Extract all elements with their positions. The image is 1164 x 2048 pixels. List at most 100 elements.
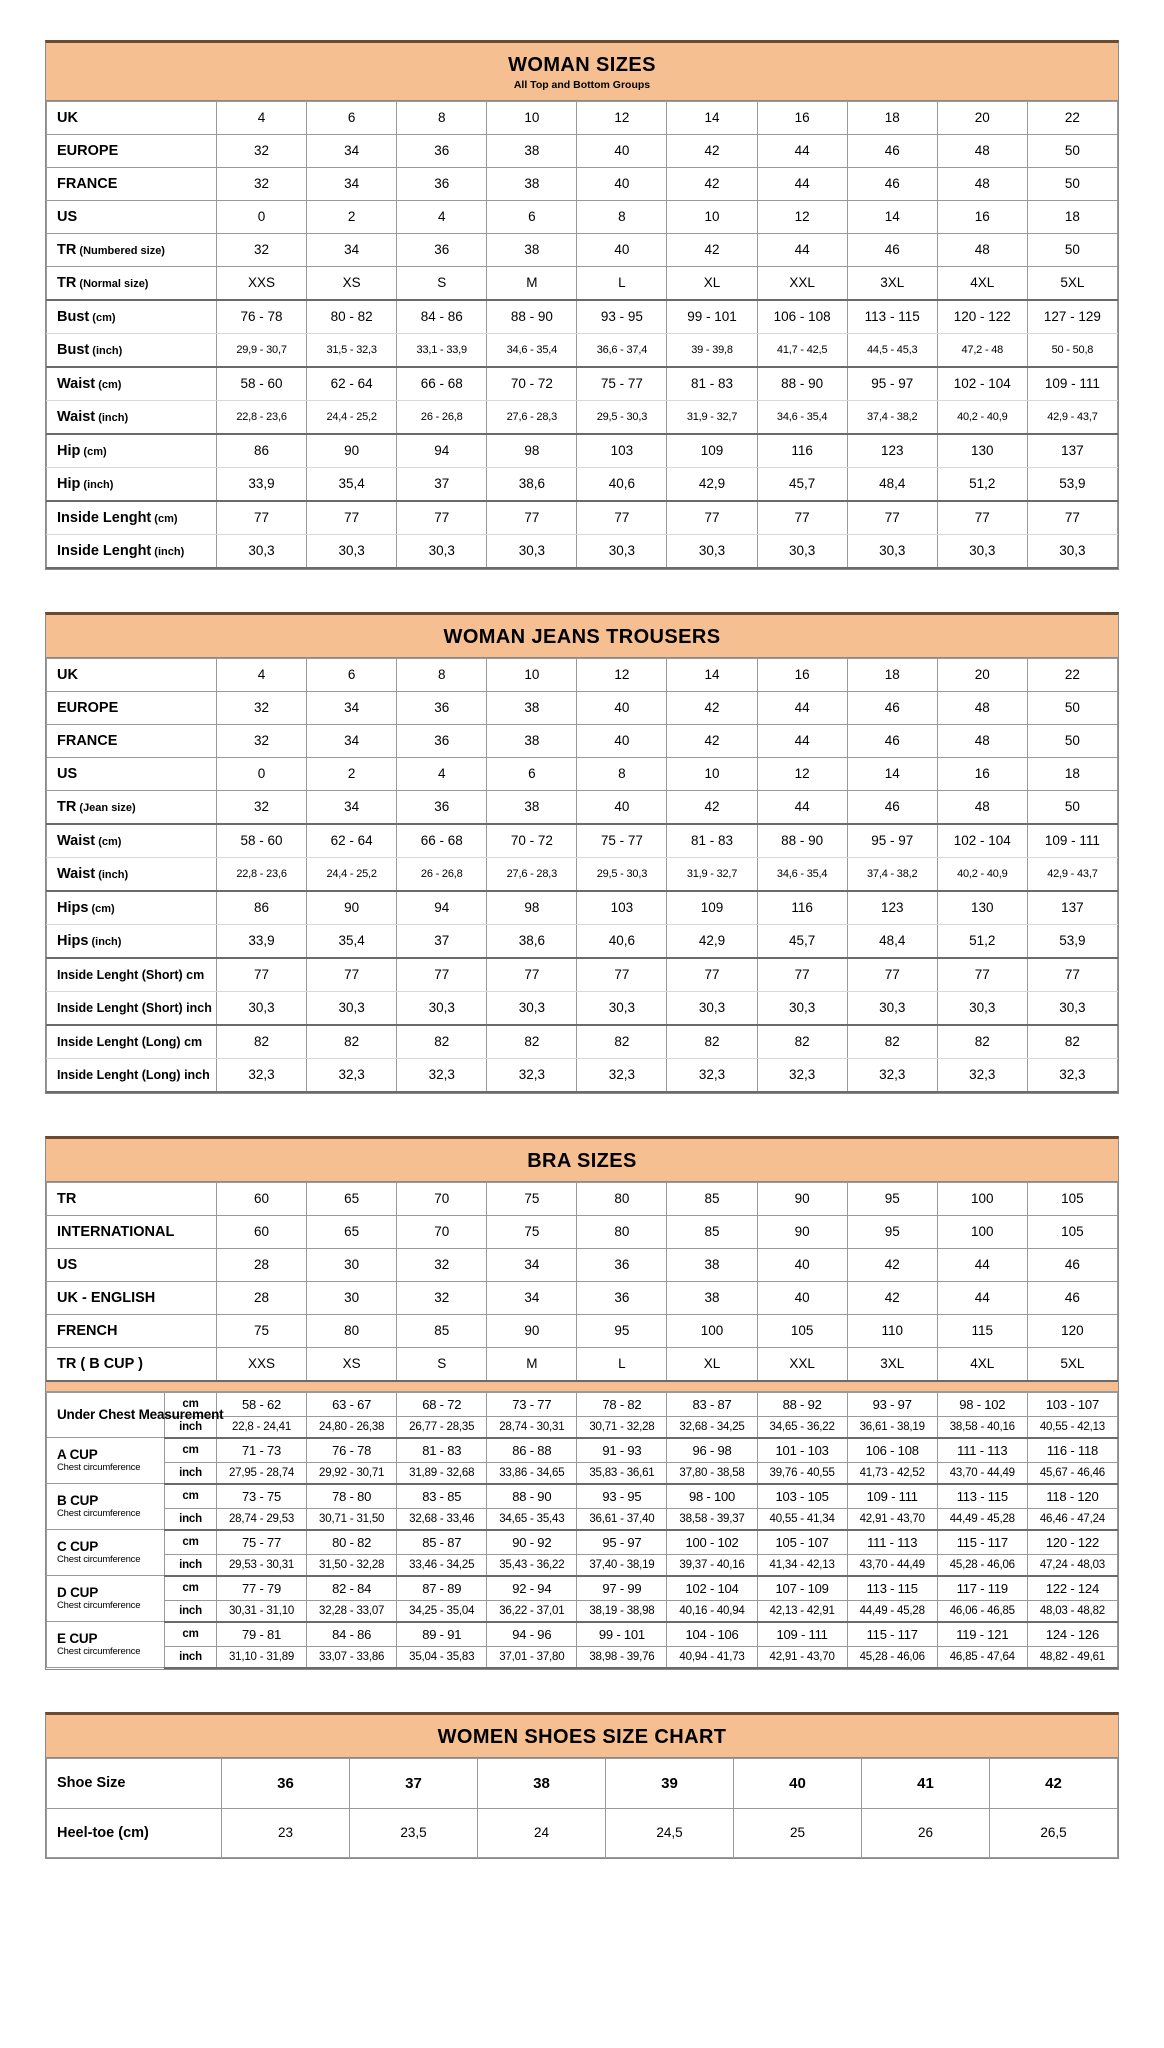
table-cell: 46 bbox=[1026, 1247, 1119, 1282]
table-cell: 77 bbox=[215, 957, 308, 992]
table-cell: 12 bbox=[756, 756, 848, 791]
table-cell: L bbox=[576, 265, 668, 301]
table-cell: 22 bbox=[1026, 100, 1119, 135]
table-cell: 90 bbox=[306, 890, 398, 925]
table-cell: XXL bbox=[756, 1346, 848, 1382]
table-cell: 8 bbox=[396, 657, 488, 692]
table-cell: 118 - 120 bbox=[1026, 1483, 1119, 1509]
table-cell: 30,3 bbox=[666, 990, 758, 1026]
table-cell: 68 - 72 bbox=[396, 1391, 488, 1417]
table-cell: 48 bbox=[936, 166, 1028, 201]
table-cell: 44,49 - 45,28 bbox=[936, 1507, 1028, 1531]
table-cell: 25 bbox=[733, 1807, 862, 1858]
table-cell: 90 - 92 bbox=[486, 1529, 578, 1555]
table-cell: 30,3 bbox=[756, 533, 848, 569]
row-label-us: US bbox=[46, 199, 217, 234]
woman-jeans-table: UK 4 6 8 10 12 14 16 18 20 22 EUROPE 32 34 36 38 40 42 44 4… bbox=[46, 657, 1119, 1093]
table-cell: 66 - 68 bbox=[396, 823, 488, 858]
row-label-hips-cm: Hips (cm) bbox=[46, 890, 217, 925]
row-label-unit: cm bbox=[182, 967, 205, 982]
table-cell: 40 bbox=[576, 133, 668, 168]
table-row: Inside Lenght (cm) 77 77 77 77 77 77 77 77 77 77 bbox=[46, 500, 1119, 535]
table-cell: 48 bbox=[936, 133, 1028, 168]
table-cell: 40 bbox=[576, 166, 668, 201]
table-row: Heel-toe (cm) 23 23,5 24 24,5 25 26 26,5 bbox=[46, 1807, 1118, 1858]
row-label-unit: (Numbered size) bbox=[76, 244, 165, 257]
table-row: Waist (inch) 22,8 - 23,6 24,4 - 25,2 26 - 2… bbox=[46, 856, 1119, 892]
table-cell: 12 bbox=[576, 657, 668, 692]
table-cell: 37,80 - 38,58 bbox=[666, 1461, 758, 1485]
table-cell: 32 bbox=[215, 232, 308, 267]
row-label-france: FRANCE bbox=[46, 723, 217, 758]
table-cell: 95 - 97 bbox=[846, 366, 938, 401]
table-cell: 81 - 83 bbox=[666, 366, 758, 401]
bra-group-label-c-cup: C CUP Chest circumference bbox=[46, 1529, 165, 1577]
table-cell: 103 - 107 bbox=[1026, 1391, 1119, 1417]
table-cell: 10 bbox=[486, 657, 578, 692]
woman-jeans-block: WOMAN JEANS TROUSERS UK 4 6 8 10 12 14 16 18 20 22… bbox=[45, 611, 1119, 1094]
table-cell: 82 bbox=[215, 1024, 308, 1059]
row-label-inside-lenght-long-inch: Inside Lenght (Long) inch bbox=[46, 1057, 217, 1093]
table-cell: 10 bbox=[486, 100, 578, 135]
table-cell: 78 - 82 bbox=[576, 1391, 668, 1417]
table-cell: 85 - 87 bbox=[396, 1529, 488, 1555]
row-label-inside-lenght-inch: Inside Lenght (inch) bbox=[46, 533, 217, 569]
table-cell: 33,9 bbox=[215, 466, 308, 502]
table-cell: 31,9 - 32,7 bbox=[666, 399, 758, 435]
row-label-us: US bbox=[46, 1247, 217, 1282]
unit-label-cm: cm bbox=[164, 1437, 217, 1463]
table-cell: 58 - 60 bbox=[215, 366, 308, 401]
table-row: Waist (inch) 22,8 - 23,6 24,4 - 25,2 26 - 2… bbox=[46, 399, 1119, 435]
row-label-unit: (inch) bbox=[89, 344, 123, 357]
row-label-waist-inch: Waist (inch) bbox=[46, 856, 217, 892]
row-label-unit: (Jean size) bbox=[76, 801, 136, 814]
table-cell: 12 bbox=[756, 199, 848, 234]
table-cell: 40,16 - 40,94 bbox=[666, 1599, 758, 1623]
table-cell: 48 bbox=[936, 232, 1028, 267]
table-cell: 2 bbox=[306, 756, 398, 791]
table-cell: 94 bbox=[396, 433, 488, 468]
table-cell: 18 bbox=[846, 657, 938, 692]
table-cell: 29,53 - 30,31 bbox=[215, 1553, 308, 1577]
table-cell: 22,8 - 24,41 bbox=[215, 1415, 308, 1439]
table-cell: 137 bbox=[1026, 433, 1119, 468]
row-label-inside-lenght-short-cm: Inside Lenght (Short) cm bbox=[46, 957, 217, 992]
table-cell: 53,9 bbox=[1026, 923, 1119, 959]
table-cell: 101 - 103 bbox=[756, 1437, 848, 1463]
table-cell: 36,61 - 37,40 bbox=[576, 1507, 668, 1531]
table-cell: 4 bbox=[396, 199, 488, 234]
table-cell: 31,50 - 32,28 bbox=[306, 1553, 398, 1577]
table-cell: 30,3 bbox=[666, 533, 758, 569]
table-cell: 33,46 - 34,25 bbox=[396, 1553, 488, 1577]
table-cell: 79 - 81 bbox=[215, 1621, 308, 1647]
table-cell: 18 bbox=[1026, 199, 1119, 234]
table-cell: 44 bbox=[756, 789, 848, 825]
table-cell: 30,71 - 32,28 bbox=[576, 1415, 668, 1439]
table-cell: 90 bbox=[756, 1181, 848, 1216]
table-cell: 6 bbox=[486, 199, 578, 234]
table-cell: 38 bbox=[477, 1757, 606, 1809]
table-cell: 88 - 90 bbox=[486, 299, 578, 334]
table-cell: 100 bbox=[936, 1181, 1028, 1216]
table-cell: 10 bbox=[666, 756, 758, 791]
table-cell: 80 bbox=[576, 1181, 668, 1216]
table-cell: 50 bbox=[1026, 690, 1119, 725]
row-label-unit: (inch) bbox=[88, 935, 122, 948]
table-cell: 30,3 bbox=[396, 990, 488, 1026]
woman-sizes-subtitle: All Top and Bottom Groups bbox=[513, 79, 651, 91]
row-label-hip-cm: Hip (cm) bbox=[46, 433, 217, 468]
table-cell: 60 bbox=[215, 1181, 308, 1216]
table-cell: 36 bbox=[576, 1280, 668, 1315]
table-cell: 32,3 bbox=[396, 1057, 488, 1093]
table-cell: 24 bbox=[477, 1807, 606, 1858]
table-cell: 32,68 - 33,46 bbox=[396, 1507, 488, 1531]
table-cell: 123 bbox=[846, 890, 938, 925]
table-cell: 34 bbox=[306, 723, 398, 758]
table-cell: 86 - 88 bbox=[486, 1437, 578, 1463]
table-row: Waist (cm) 58 - 60 62 - 64 66 - 68 70 - 72 75… bbox=[46, 823, 1119, 858]
table-cell: 27,6 - 28,3 bbox=[486, 399, 578, 435]
table-cell: 70 bbox=[396, 1214, 488, 1249]
table-cell: 95 bbox=[846, 1181, 938, 1216]
table-cell: 130 bbox=[936, 890, 1028, 925]
table-cell: 32,3 bbox=[756, 1057, 848, 1093]
